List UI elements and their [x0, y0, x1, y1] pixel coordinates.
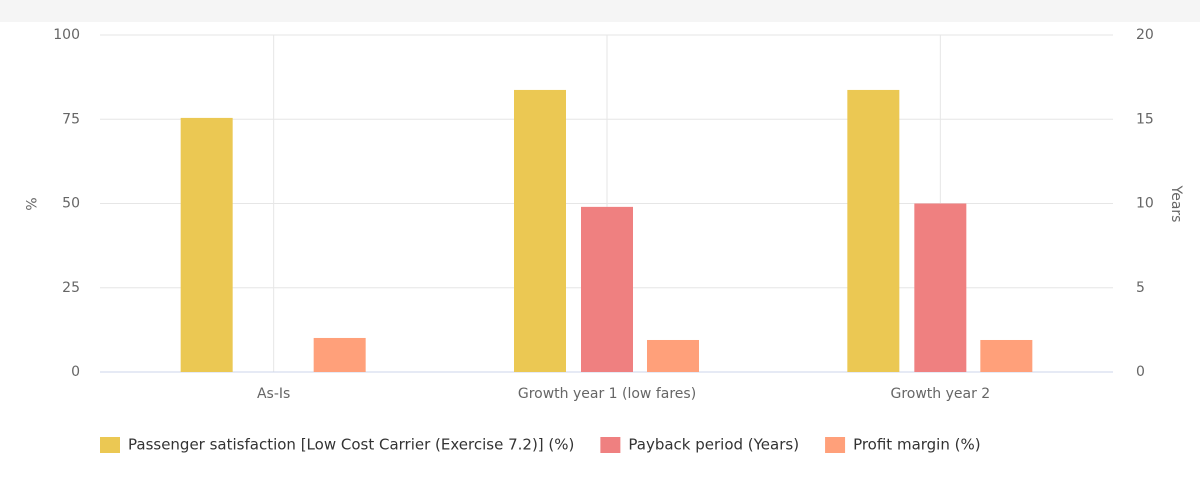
y-axis-title: % [22, 197, 38, 210]
y-tick-label: 50 [62, 196, 80, 212]
bar [581, 206, 633, 372]
legend-label: Payback period (Years) [628, 436, 799, 454]
legend-label: Passenger satisfaction [Low Cost Carrier… [128, 436, 574, 454]
bar [180, 117, 233, 372]
y-tick-label: 25 [62, 280, 80, 296]
bar [647, 339, 699, 372]
legend-label: Profit margin (%) [853, 436, 981, 454]
y2-tick-label: 10 [1136, 196, 1154, 212]
y2-tick-label: 20 [1136, 27, 1154, 43]
bar [514, 89, 566, 372]
y2-tick-label: 0 [1136, 364, 1145, 380]
y-tick-label: 0 [71, 364, 80, 380]
x-tick-label: Growth year 2 [890, 386, 990, 402]
x-tick-label: Growth year 1 (low fares) [518, 386, 696, 402]
y-tick-label: 100 [53, 27, 80, 43]
top-band [0, 0, 1200, 22]
legend-swatch [825, 437, 846, 453]
y2-tick-label: 15 [1136, 111, 1154, 127]
bar [914, 203, 967, 372]
bar [847, 89, 900, 372]
y-tick-label: 75 [62, 111, 80, 127]
legend-swatch [600, 437, 621, 453]
bar [313, 337, 366, 372]
x-tick-label: As-Is [257, 386, 290, 402]
legend-swatch [100, 437, 120, 453]
bar [980, 339, 1033, 372]
y2-axis-title: Years [1168, 185, 1184, 223]
y2-tick-label: 5 [1136, 280, 1145, 296]
